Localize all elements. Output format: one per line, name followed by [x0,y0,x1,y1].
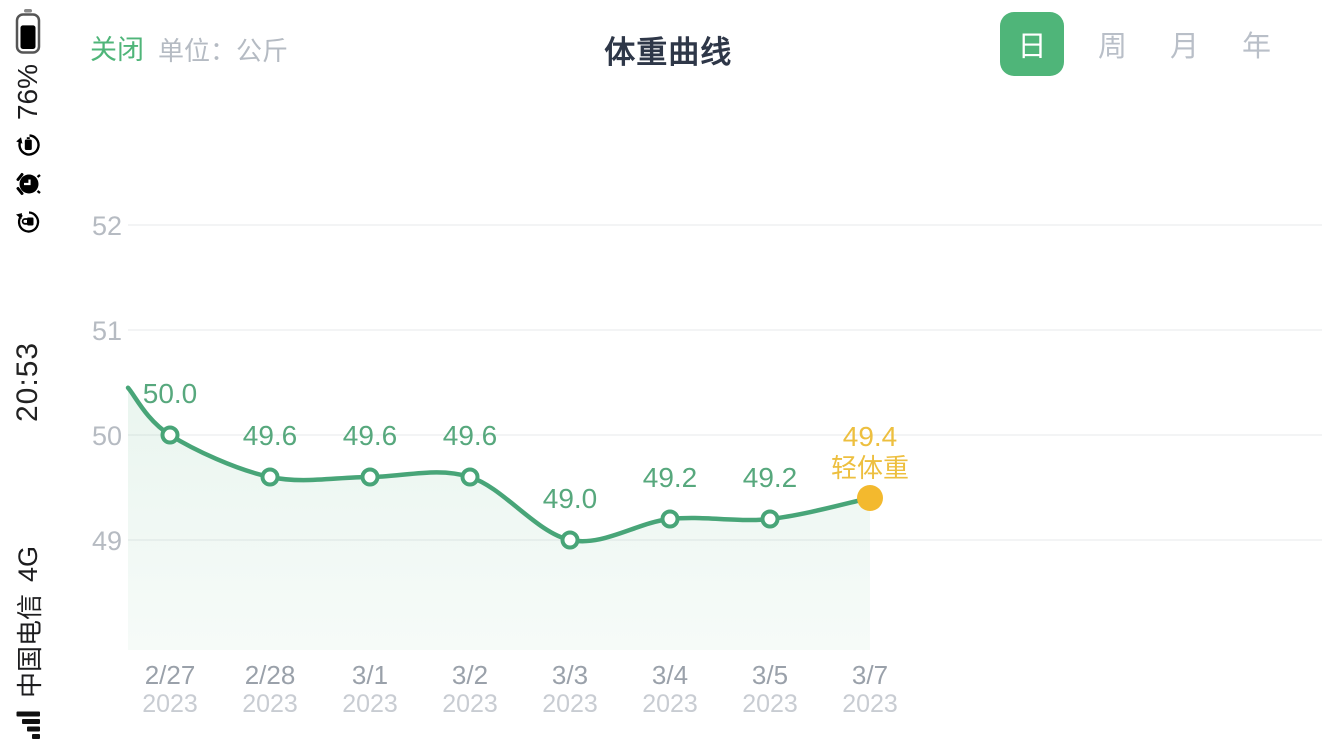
tab-day[interactable]: 日 [1000,12,1064,76]
battery-icon [15,8,41,54]
y-tick-label: 49 [92,526,122,556]
tab-week[interactable]: 周 [1089,12,1136,76]
x-year-label: 2023 [442,690,498,718]
x-date-label: 3/4 [652,660,688,690]
x-year-label: 2023 [242,690,298,718]
point-value-label: 49.6 [443,420,498,451]
status-bar-right: 76% [0,8,56,236]
rotation-lock-icon [15,208,41,236]
alarm-icon [15,170,41,198]
data-point-marker [460,467,480,487]
point-value-label: 49.0 [543,483,598,514]
battery-fill [20,25,36,49]
point-value-label: 49.2 [743,462,798,493]
highlight-value-label: 49.4 [843,421,898,452]
close-button[interactable]: 关闭 [90,28,144,67]
data-point-marker [260,467,280,487]
x-year-label: 2023 [842,690,898,718]
x-date-label: 3/5 [752,660,788,690]
status-bar: 中国电信 4G 20:53 [0,0,56,750]
header: 关闭 单位：公斤 体重曲线 日周月年 [0,0,1334,95]
tab-year[interactable]: 年 [1233,12,1280,76]
period-tabs: 日周月年 [1000,12,1280,76]
status-bar-left: 中国电信 4G [0,546,56,740]
data-point-marker [760,509,780,529]
x-date-label: 2/27 [145,660,196,690]
x-date-label: 2/28 [245,660,296,690]
x-year-label: 2023 [142,690,198,718]
point-value-label: 49.6 [243,420,298,451]
signal-strength-icon [15,710,41,740]
y-tick-label: 50 [92,421,122,451]
y-tick-label: 52 [92,211,122,241]
x-date-label: 3/2 [452,660,488,690]
point-value-label: 49.2 [643,462,698,493]
data-point-marker [360,467,380,487]
x-year-label: 2023 [642,690,698,718]
y-tick-label: 51 [92,316,122,346]
data-point-marker [160,425,180,445]
x-date-label: 3/7 [852,660,888,690]
tab-month[interactable]: 月 [1161,12,1208,76]
highlight-point [857,485,883,511]
x-year-label: 2023 [342,690,398,718]
x-date-label: 3/1 [352,660,388,690]
unit-label: 单位：公斤 [158,36,289,66]
x-year-label: 2023 [742,690,798,718]
data-point-marker [560,530,580,550]
point-value-label: 49.6 [343,420,398,451]
point-value-label: 50.0 [143,378,198,409]
x-year-label: 2023 [542,690,598,718]
data-point-marker [660,509,680,529]
weight-status-label: 轻体重 [831,453,909,483]
battery-saver-icon [15,130,41,160]
page-title: 体重曲线 [604,35,733,70]
area-fill [128,387,870,650]
x-date-label: 3/3 [552,660,588,690]
